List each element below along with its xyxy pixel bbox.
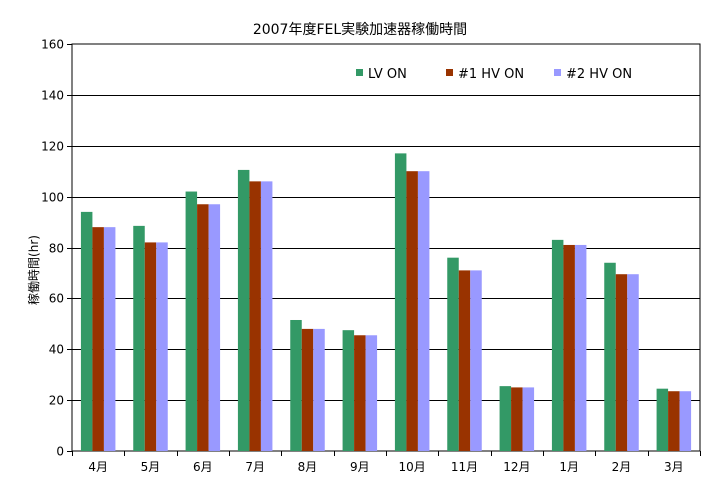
y-tick-label: 160	[41, 38, 64, 52]
y-tick-label: 0	[56, 445, 64, 459]
bar-1-2	[133, 225, 145, 451]
bar-3-4	[260, 181, 273, 452]
x-tick-label: 4月	[88, 460, 108, 474]
x-tick-label: 10月	[399, 460, 426, 474]
legend-swatch	[446, 69, 453, 76]
legend-swatch	[356, 69, 363, 76]
legend-label: LV ON	[368, 67, 407, 82]
y-tick-label: 60	[49, 292, 64, 306]
axes-layer: 0 20 40 60 80 100 120 140 160 4月 5月 6月 7月 8月 9月 10月 11月 1…	[41, 38, 701, 474]
bar-3-8	[470, 270, 482, 451]
bar-1-7	[394, 153, 407, 451]
x-tick-label: 3月	[664, 460, 684, 474]
y-axis-label: 稼働時間(hr)	[26, 235, 41, 305]
bar-2-6	[354, 335, 366, 451]
bar-2-11	[615, 274, 628, 451]
bar-1-8	[447, 257, 459, 451]
bar-2-3	[197, 204, 209, 451]
legend-item: #1 HV ON	[446, 67, 524, 82]
bar-2-9	[511, 387, 523, 451]
y-tick-label: 80	[49, 242, 64, 256]
bar-2-4	[249, 181, 261, 452]
bars-layer	[80, 153, 692, 452]
legend-item: #2 HV ON	[554, 67, 632, 82]
bar-1-5	[290, 319, 302, 451]
bar-1-1	[80, 211, 93, 451]
bar-2-10	[563, 244, 575, 451]
x-tick-label: 11月	[451, 460, 478, 474]
legend-swatch	[554, 69, 561, 76]
x-tick-label: 9月	[350, 460, 370, 474]
bar-3-6	[365, 335, 378, 451]
y-tick-label: 100	[41, 191, 64, 205]
legend-item: LV ON	[356, 67, 407, 82]
bar-3-10	[574, 244, 587, 451]
y-tick-label: 120	[41, 140, 64, 154]
x-tick-label: 8月	[298, 460, 318, 474]
x-tick-label: 6月	[193, 460, 213, 474]
bar-3-12	[679, 391, 692, 451]
bar-3-3	[208, 204, 221, 451]
bar-2-2	[144, 242, 157, 451]
x-tick-label: 2月	[612, 460, 632, 474]
bar-2-1	[92, 227, 104, 451]
x-tick-label: 5月	[141, 460, 161, 474]
y-tick-label: 40	[49, 343, 64, 357]
bar-1-10	[551, 239, 564, 451]
legend: LV ON #1 HV ON #2 HV ON	[356, 67, 632, 82]
bar-1-3	[185, 191, 198, 451]
bar-1-4	[237, 169, 250, 451]
bar-2-7	[406, 171, 418, 451]
bar-3-1	[103, 227, 116, 451]
bar-1-12	[656, 388, 669, 451]
bar-1-9	[499, 386, 512, 451]
bar-2-5	[301, 328, 314, 451]
bar-3-7	[417, 171, 430, 451]
grid-layer	[71, 43, 701, 452]
bar-1-6	[342, 330, 355, 451]
legend-label: #1 HV ON	[458, 67, 524, 82]
x-tick-label: 1月	[559, 460, 579, 474]
bar-2-8	[458, 270, 471, 451]
chart-title: 2007年度FEL実験加速器稼働時間	[253, 22, 467, 38]
legend-label: #2 HV ON	[566, 67, 632, 82]
bar-3-2	[156, 242, 168, 451]
y-tick-label: 140	[41, 89, 64, 103]
y-tick-label: 20	[49, 394, 64, 408]
bar-3-5	[313, 328, 325, 451]
bar-3-9	[522, 387, 535, 451]
bar-1-11	[604, 262, 616, 451]
bar-2-12	[668, 391, 680, 451]
x-tick-label: 7月	[245, 460, 265, 474]
plot-area	[71, 43, 701, 452]
bar-3-11	[627, 274, 639, 451]
x-tick-label: 12月	[503, 460, 530, 474]
